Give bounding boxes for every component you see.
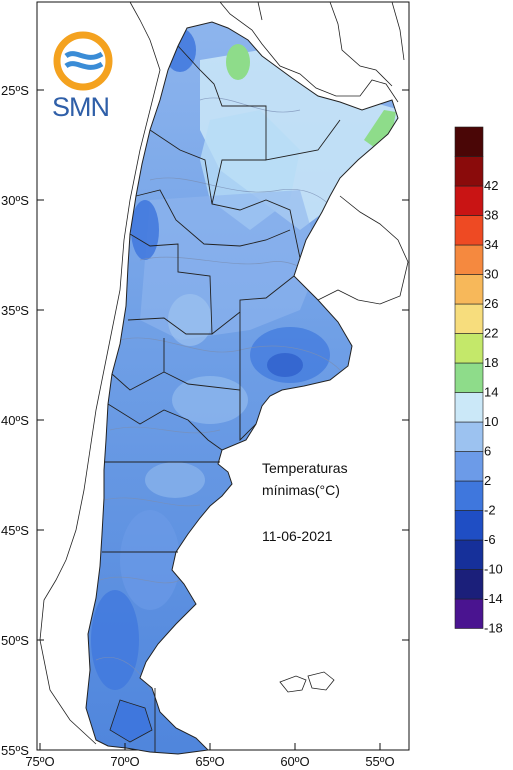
lat-label: 55ºS (1, 743, 29, 758)
legend-label: 38 (484, 208, 498, 223)
smn-logo-text: SMN (52, 92, 110, 122)
legend-label: 42 (484, 178, 498, 193)
legend-label: 6 (484, 444, 491, 459)
legend-label: 10 (484, 414, 498, 429)
longitude-axis: 75ºO 70ºO 65ºO 60ºO 55ºO (25, 743, 395, 769)
legend-label: 26 (484, 296, 498, 311)
malvinas-islands (279, 671, 335, 693)
province-borders (102, 45, 341, 752)
legend-swatch (454, 569, 484, 600)
argentina-outline (85, 21, 399, 755)
legend-swatch (454, 244, 484, 275)
smn-logo-icon (53, 31, 113, 91)
legend-swatch (454, 303, 484, 334)
lon-label: 60ºO (280, 754, 309, 769)
legend-label: 34 (484, 237, 498, 252)
map-title-line2: mínimas(°C) (262, 482, 340, 498)
legend-swatch (454, 215, 484, 246)
lon-label: 70ºO (110, 754, 139, 769)
legend-swatch (454, 510, 484, 541)
map-date: 11-06-2021 (262, 528, 333, 544)
legend-label: 18 (484, 355, 498, 370)
legend-swatch (454, 362, 484, 393)
legend-swatch (454, 126, 484, 157)
legend-label: -18 (484, 621, 503, 635)
legend-swatch (454, 185, 484, 216)
legend-swatch (454, 480, 484, 511)
legend-label: -14 (484, 591, 503, 606)
legend-swatch (454, 421, 484, 452)
lat-label: 50ºS (1, 633, 29, 648)
legend-label: 30 (484, 267, 498, 282)
legend-swatch (454, 274, 484, 305)
lat-label: 40ºS (1, 413, 29, 428)
neighbor-borders (39, 1, 409, 745)
legend-label: 2 (484, 473, 491, 488)
legend-label: -2 (484, 503, 496, 518)
lon-label: 55ºO (365, 754, 394, 769)
legend-label: -10 (484, 562, 503, 577)
latitude-axis: 25ºS 30ºS 35ºS 40ºS 45ºS 50ºS 55ºS (1, 83, 409, 758)
legend-swatch (454, 451, 484, 482)
tierra-del-fuego (109, 699, 153, 743)
lat-label: 30ºS (1, 193, 29, 208)
legend-swatch (454, 156, 484, 187)
lat-label: 45ºS (1, 523, 29, 538)
legend-label: 22 (484, 326, 498, 341)
lat-label: 35ºS (1, 303, 29, 318)
lon-label: 65ºO (195, 754, 224, 769)
legend-swatch (454, 539, 484, 570)
legend-swatch (454, 392, 484, 423)
legend-label: 14 (484, 385, 498, 400)
legend-swatch (454, 598, 484, 629)
map-title-line1: Temperaturas (262, 460, 348, 476)
legend-swatch (454, 333, 484, 364)
legend-label: -6 (484, 532, 496, 547)
lat-label: 25ºS (1, 83, 29, 98)
lon-label: 75ºO (25, 754, 54, 769)
